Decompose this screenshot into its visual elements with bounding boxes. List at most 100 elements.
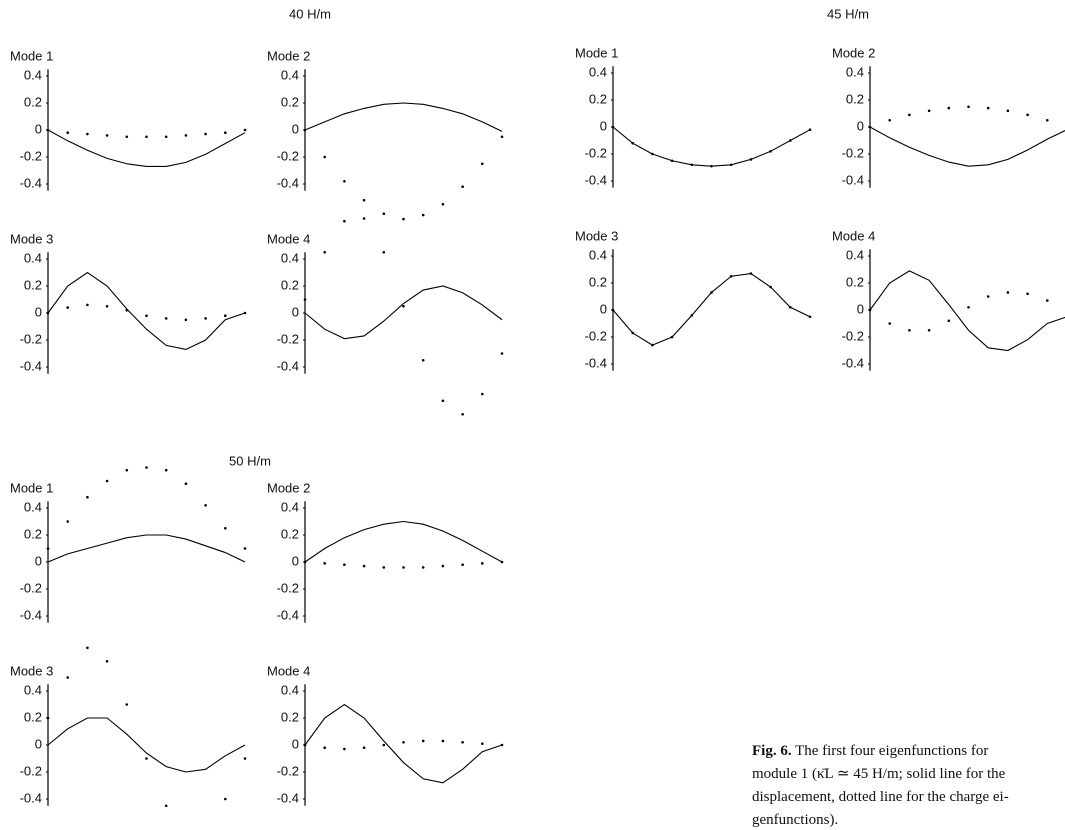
chart-title: Mode 3: [575, 229, 618, 244]
y-tick-label: -0.4: [585, 172, 607, 187]
caption-line: genfunctions).: [752, 812, 838, 828]
y-tick-label: 0.4: [24, 499, 42, 514]
dot: [670, 159, 674, 163]
dot: [710, 291, 713, 294]
dot: [86, 132, 89, 136]
dot: [402, 304, 405, 308]
dot: [362, 564, 366, 568]
y-tick-label: -0.4: [277, 607, 299, 622]
dot: [481, 742, 484, 745]
dot: [402, 741, 405, 744]
solid-line: [612, 272, 811, 346]
caption-line: module 1 (κ̄L ≃ 45 H/m; solid line for t…: [752, 766, 1006, 782]
dot: [651, 152, 654, 156]
dot: [323, 562, 327, 565]
dot: [145, 757, 148, 760]
dot: [500, 560, 504, 564]
solid-line: [612, 126, 811, 167]
y-tick-label: 0.2: [281, 94, 299, 109]
dot: [224, 131, 227, 134]
dot: [402, 217, 405, 221]
chart-title: Mode 4: [832, 229, 875, 244]
y-tick-label: -0.4: [585, 355, 607, 370]
y-tick-label: 0.2: [846, 91, 864, 106]
dot: [611, 308, 615, 312]
dot: [908, 328, 911, 332]
solid-line: [304, 703, 503, 784]
y-tick-label: -0.2: [585, 145, 607, 160]
y-tick-label: -0.4: [277, 358, 299, 373]
dot: [421, 358, 425, 362]
y-tick-label: 0: [857, 301, 864, 316]
dot: [749, 272, 753, 275]
dot: [66, 676, 69, 679]
dot: [46, 128, 50, 132]
dot: [105, 479, 109, 483]
dot: [125, 468, 129, 472]
dot: [362, 198, 366, 202]
y-tick-label: -0.2: [842, 328, 864, 343]
dot: [421, 213, 425, 217]
dot: [1046, 118, 1049, 122]
dot: [729, 274, 733, 278]
dot: [986, 295, 990, 298]
dot: [125, 135, 129, 139]
dot: [184, 134, 188, 137]
y-tick-label: 0: [35, 121, 42, 136]
dot: [224, 526, 227, 530]
dot: [1006, 109, 1010, 113]
dot: [382, 743, 386, 747]
dot: [224, 314, 227, 318]
y-tick-label: -0.2: [842, 145, 864, 160]
y-tick-label: -0.4: [20, 358, 42, 373]
y-tick-label: -0.4: [277, 790, 299, 805]
dot: [204, 132, 207, 136]
y-tick-label: 0: [857, 118, 864, 133]
dot: [729, 163, 733, 167]
y-tick-label: 0.2: [24, 709, 42, 724]
y-tick-label: 0: [600, 301, 607, 316]
solid-line: [47, 129, 246, 167]
dot: [204, 317, 207, 320]
y-tick-label: 0: [292, 736, 299, 751]
dot: [481, 562, 484, 565]
dot: [105, 134, 109, 137]
dot: [86, 646, 89, 650]
dot: [868, 308, 872, 312]
dot: [125, 703, 129, 706]
dot: [967, 306, 970, 309]
y-tick-label: -0.4: [20, 607, 42, 622]
dot: [303, 298, 307, 301]
dot: [1026, 292, 1029, 296]
dot: [362, 217, 366, 220]
panel-title: 40 H/m: [289, 6, 331, 21]
dot: [86, 495, 89, 499]
dot: [441, 564, 445, 568]
dot: [66, 306, 69, 309]
solid-line: [304, 285, 503, 340]
dot: [243, 311, 247, 315]
panel-title: 45 H/m: [827, 6, 869, 21]
dot: [927, 109, 931, 113]
y-tick-label: 0.2: [846, 274, 864, 289]
dot: [66, 520, 69, 523]
dot: [461, 412, 464, 416]
dot: [500, 743, 504, 747]
chart-title: Mode 4: [267, 232, 310, 247]
caption-line: Fig. 6. The first four eigenfunctions fo…: [752, 743, 988, 759]
dot: [690, 314, 694, 317]
y-tick-label: 0: [35, 553, 42, 568]
dot: [611, 125, 615, 129]
dot: [441, 739, 445, 743]
dot: [749, 158, 753, 161]
y-tick-label: -0.2: [277, 580, 299, 595]
y-tick-label: 0.2: [24, 526, 42, 541]
y-tick-label: -0.4: [277, 175, 299, 190]
dot: [382, 250, 386, 254]
y-tick-label: 0: [600, 118, 607, 133]
dot: [323, 746, 327, 749]
y-tick-label: 0.2: [281, 709, 299, 724]
dot: [947, 106, 951, 110]
y-tick-label: 0.4: [24, 67, 42, 82]
